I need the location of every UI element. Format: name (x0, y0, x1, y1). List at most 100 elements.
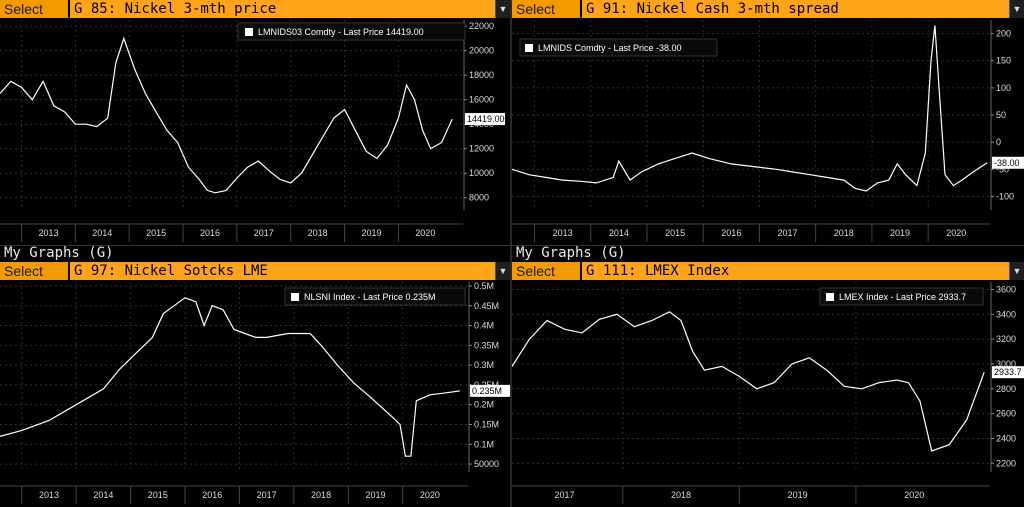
y-tick-label: 0.2M (474, 400, 494, 410)
dropdown-arrow-icon[interactable]: ▼ (495, 262, 510, 280)
last-price-tag: -38.00 (992, 156, 1024, 169)
chart-svg: 500000.1M0.15M0.2M0.25M0.3M0.35M0.4M0.45… (0, 281, 510, 504)
x-tick-label: 2017 (254, 228, 274, 238)
y-tick-label: 0.15M (474, 420, 499, 430)
y-tick-label: 100 (996, 83, 1011, 93)
x-tick-label: 2014 (92, 228, 112, 238)
legend-label: LMEX Index - Last Price 2933.7 (839, 292, 966, 302)
chart-panel-nickel-stocks: Select G 97: Nickel Sotcks LME ▼ 50000 0.… (0, 262, 510, 507)
select-button[interactable]: Select (512, 262, 580, 280)
last-price-label: -38.00 (994, 158, 1020, 168)
chart-svg: 800010000120001400016000180002000022000 … (0, 20, 505, 242)
x-tick-label: 2020 (415, 228, 435, 238)
chart-title-field[interactable]: G 97: Nickel Sotcks LME (70, 262, 495, 280)
vertical-divider (510, 0, 512, 507)
x-tick-label: 2020 (904, 490, 924, 500)
x-tick-label: 2013 (38, 228, 58, 238)
stocks-series-line (0, 297, 460, 457)
last-price-label: 0.235M (472, 386, 502, 396)
x-tick-label: 2015 (665, 228, 685, 238)
y-tick-label: 3600 (996, 284, 1016, 294)
y-tick-label: 3200 (996, 334, 1016, 344)
x-tick-label: 2019 (890, 228, 910, 238)
y-tick-label: 8000 (469, 193, 489, 203)
x-tick-label: 2016 (202, 490, 222, 500)
panel-header: Select G 97: Nickel Sotcks LME ▼ (0, 262, 510, 280)
y-tick-label: 0.45M (474, 301, 499, 311)
x-tick-label: 2019 (361, 228, 381, 238)
spread-series-line (512, 25, 988, 192)
x-tick-label: 2016 (200, 228, 220, 238)
y-tick-label: 150 (996, 56, 1011, 66)
y-tick-label: 0.5M (474, 281, 494, 291)
y-tick-label: 0.4M (474, 321, 494, 331)
y-tick-label: -100 (996, 191, 1014, 201)
chart-title-field[interactable]: G 91: Nickel Cash 3-mth spread (582, 0, 1009, 18)
y-tick-label: 50000 (474, 459, 499, 469)
x-tick-label: 2014 (609, 228, 629, 238)
y-tick-label: 0.35M (474, 340, 499, 350)
y-tick-label: 3000 (996, 359, 1016, 369)
x-tick-label: 2015 (146, 228, 166, 238)
x-tick-label: 2016 (721, 228, 741, 238)
legend-label: LMNIDS03 Comdty - Last Price 14419.00 (258, 27, 424, 37)
panel-header: Select G 91: Nickel Cash 3-mth spread ▼ (512, 0, 1024, 18)
x-tick-label: 2013 (39, 490, 59, 500)
y-tick-label: -50 (996, 164, 1009, 174)
y-tick-label: 18000 (469, 70, 494, 80)
panel-header: Select G 111: LMEX Index ▼ (512, 262, 1024, 280)
x-tick-label: 2018 (671, 490, 691, 500)
legend-swatch-icon (291, 293, 299, 301)
legend-swatch-icon (245, 28, 253, 36)
legend-box: NLSNI Index - Last Price 0.235M (284, 287, 466, 306)
horizontal-divider (0, 245, 1024, 246)
x-tick-label: 2015 (148, 490, 168, 500)
panel-header: Select G 85: Nickel 3-mth price ▼ (0, 0, 510, 18)
y-tick-label: 200 (996, 29, 1011, 39)
x-tick-label: 2018 (311, 490, 331, 500)
chart-panel-nickel-price: Select G 85: Nickel 3-mth price ▼ 8000 10… (0, 0, 510, 245)
x-tick-label: 2019 (365, 490, 385, 500)
chart-title-field[interactable]: G 111: LMEX Index (582, 262, 1009, 280)
section-label-right: My Graphs (G) (516, 245, 626, 261)
x-tick-label: 2017 (257, 490, 277, 500)
legend-label: LMNIDS Comdty - Last Price -38.00 (538, 43, 682, 53)
y-tick-label: 2800 (996, 384, 1016, 394)
x-tick-label: 2013 (553, 228, 573, 238)
legend-label: NLSNI Index - Last Price 0.235M (304, 292, 436, 302)
chart-svg: 2200 2400 2600 2800 3000 3200 3400 3600 2017 201… (512, 282, 1024, 504)
legend-swatch-icon (525, 44, 533, 52)
x-tick-label: 2017 (778, 228, 798, 238)
legend-swatch-icon (826, 293, 834, 301)
select-button[interactable]: Select (0, 0, 68, 18)
legend-box: LMNIDS03 Comdty - Last Price 14419.00 (237, 22, 466, 41)
legend-box: LMNIDS Comdty - Last Price -38.00 (519, 38, 718, 57)
chart-panel-cash-spread: Select G 91: Nickel Cash 3-mth spread ▼ … (512, 0, 1024, 245)
last-price-label: 14419.00 (467, 114, 505, 124)
price-series-line (0, 36, 453, 194)
x-tick-label: 2020 (420, 490, 440, 500)
last-price-tag: 2933.7 (992, 366, 1024, 379)
select-button[interactable]: Select (0, 262, 68, 280)
x-tick-label: 2020 (946, 228, 966, 238)
y-tick-label: 0.3M (474, 360, 494, 370)
lmex-series-line (512, 311, 985, 452)
dropdown-arrow-icon[interactable]: ▼ (1009, 0, 1024, 18)
x-tick-label: 2018 (834, 228, 854, 238)
section-label-left: My Graphs (G) (4, 245, 114, 261)
select-button[interactable]: Select (512, 0, 580, 18)
dropdown-arrow-icon[interactable]: ▼ (1009, 262, 1024, 280)
x-tick-label: 2018 (308, 228, 328, 238)
y-tick-label: 2600 (996, 409, 1016, 419)
y-tick-label: 50 (996, 110, 1006, 120)
y-tick-label: 10000 (469, 168, 494, 178)
dropdown-arrow-icon[interactable]: ▼ (495, 0, 510, 18)
y-tick-label: 20000 (469, 46, 494, 56)
legend-box: LMEX Index - Last Price 2933.7 (819, 287, 984, 306)
last-price-label: 2933.7 (994, 367, 1022, 377)
chart-title-field[interactable]: G 85: Nickel 3-mth price (70, 0, 495, 18)
x-tick-label: 2019 (788, 490, 808, 500)
y-tick-label: 2200 (996, 458, 1016, 468)
y-tick-label: 16000 (469, 95, 494, 105)
chart-svg: -100 -50 0 50 100 150 200 2013 2014 2015 2016 2017… (512, 20, 1024, 242)
